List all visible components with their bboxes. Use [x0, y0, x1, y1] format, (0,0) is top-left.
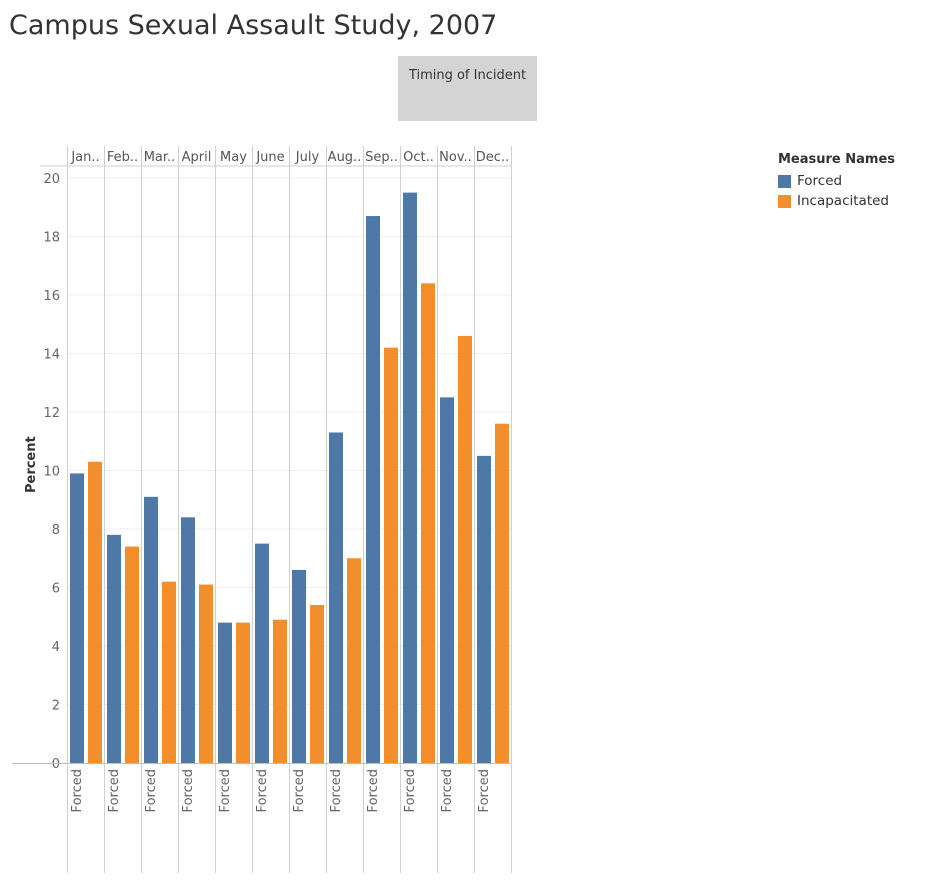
category-label: Nov.. [439, 150, 472, 165]
bar-incapacitated [236, 622, 250, 763]
bar-forced [255, 543, 269, 763]
legend-swatch-incapacitated [778, 194, 791, 208]
y-tick-label: 20 [43, 172, 60, 187]
y-tick-label: 12 [43, 406, 60, 421]
bottom-axis-label: Forced [477, 769, 492, 812]
bar-incapacitated [310, 605, 324, 763]
bar-incapacitated [125, 546, 139, 763]
y-tick-label: 4 [52, 640, 60, 655]
bar-incapacitated [273, 619, 287, 763]
legend-swatch-forced [778, 174, 791, 188]
bar-forced [144, 496, 158, 763]
bottom-axis-label: Forced [70, 769, 85, 812]
y-tick-label: 6 [52, 582, 60, 597]
bottom-axis-label: Forced [255, 769, 270, 812]
y-axis-title: Percent [24, 436, 39, 493]
legend: Measure Names Forced Incapacitated [778, 152, 895, 211]
bar-forced [218, 622, 232, 763]
bottom-axis-label: Forced [107, 769, 122, 812]
bar-forced [70, 473, 84, 763]
bar-forced [292, 569, 306, 763]
category-label: Jan.. [70, 150, 99, 165]
y-tick-label: 16 [43, 289, 60, 304]
y-tick-label: 8 [52, 523, 60, 538]
bar-incapacitated [458, 335, 472, 763]
page-title: Campus Sexual Assault Study, 2007 [9, 10, 498, 41]
bar-forced [329, 432, 343, 763]
y-tick-label: 14 [43, 348, 60, 363]
bar-incapacitated [347, 558, 361, 763]
legend-title: Measure Names [778, 152, 896, 167]
bar-incapacitated [162, 581, 176, 763]
bar-incapacitated [384, 347, 398, 763]
category-label: May [220, 150, 247, 165]
category-label: Mar.. [144, 150, 176, 165]
bar-forced [440, 397, 454, 763]
bar-incapacitated [199, 584, 213, 763]
y-tick-label: 0 [52, 757, 60, 772]
bar-forced [403, 192, 417, 763]
category-label: Dec.. [476, 150, 509, 165]
y-tick-label: 18 [43, 231, 60, 246]
column-header-label: Timing of Incident [408, 68, 527, 83]
y-tick-label: 2 [52, 699, 60, 714]
legend-item-incapacitated[interactable]: Incapacitated [778, 191, 895, 211]
bottom-axis-label: Forced [329, 769, 344, 812]
column-header-box[interactable]: Timing of Incident [398, 56, 537, 121]
category-label: Aug.. [328, 150, 362, 165]
bottom-axis-label: Forced [403, 769, 418, 812]
bar-forced [181, 517, 195, 763]
bar-incapacitated [88, 461, 102, 763]
category-label: Feb.. [107, 150, 138, 165]
bottom-axis-label: Forced [292, 769, 307, 812]
legend-item-forced[interactable]: Forced [778, 171, 895, 191]
category-label: Oct.. [403, 150, 434, 165]
legend-label-incapacitated: Incapacitated [797, 193, 889, 209]
category-label: June [255, 150, 284, 165]
category-label: April [182, 150, 212, 165]
category-label: July [295, 150, 320, 165]
bar-incapacitated [495, 423, 509, 763]
bottom-axis-label: Forced [181, 769, 196, 812]
bottom-axis-label: Forced [366, 769, 381, 812]
y-tick-label: 10 [43, 465, 60, 480]
bar-incapacitated [421, 283, 435, 763]
category-label: Sep.. [365, 150, 398, 165]
bar-forced [366, 216, 380, 763]
bar-forced [477, 455, 491, 763]
bottom-axis-label: Forced [144, 769, 159, 812]
bottom-axis-label: Forced [440, 769, 455, 812]
bottom-axis-label: Forced [218, 769, 233, 812]
bar-forced [107, 534, 121, 763]
legend-label-forced: Forced [797, 173, 843, 189]
